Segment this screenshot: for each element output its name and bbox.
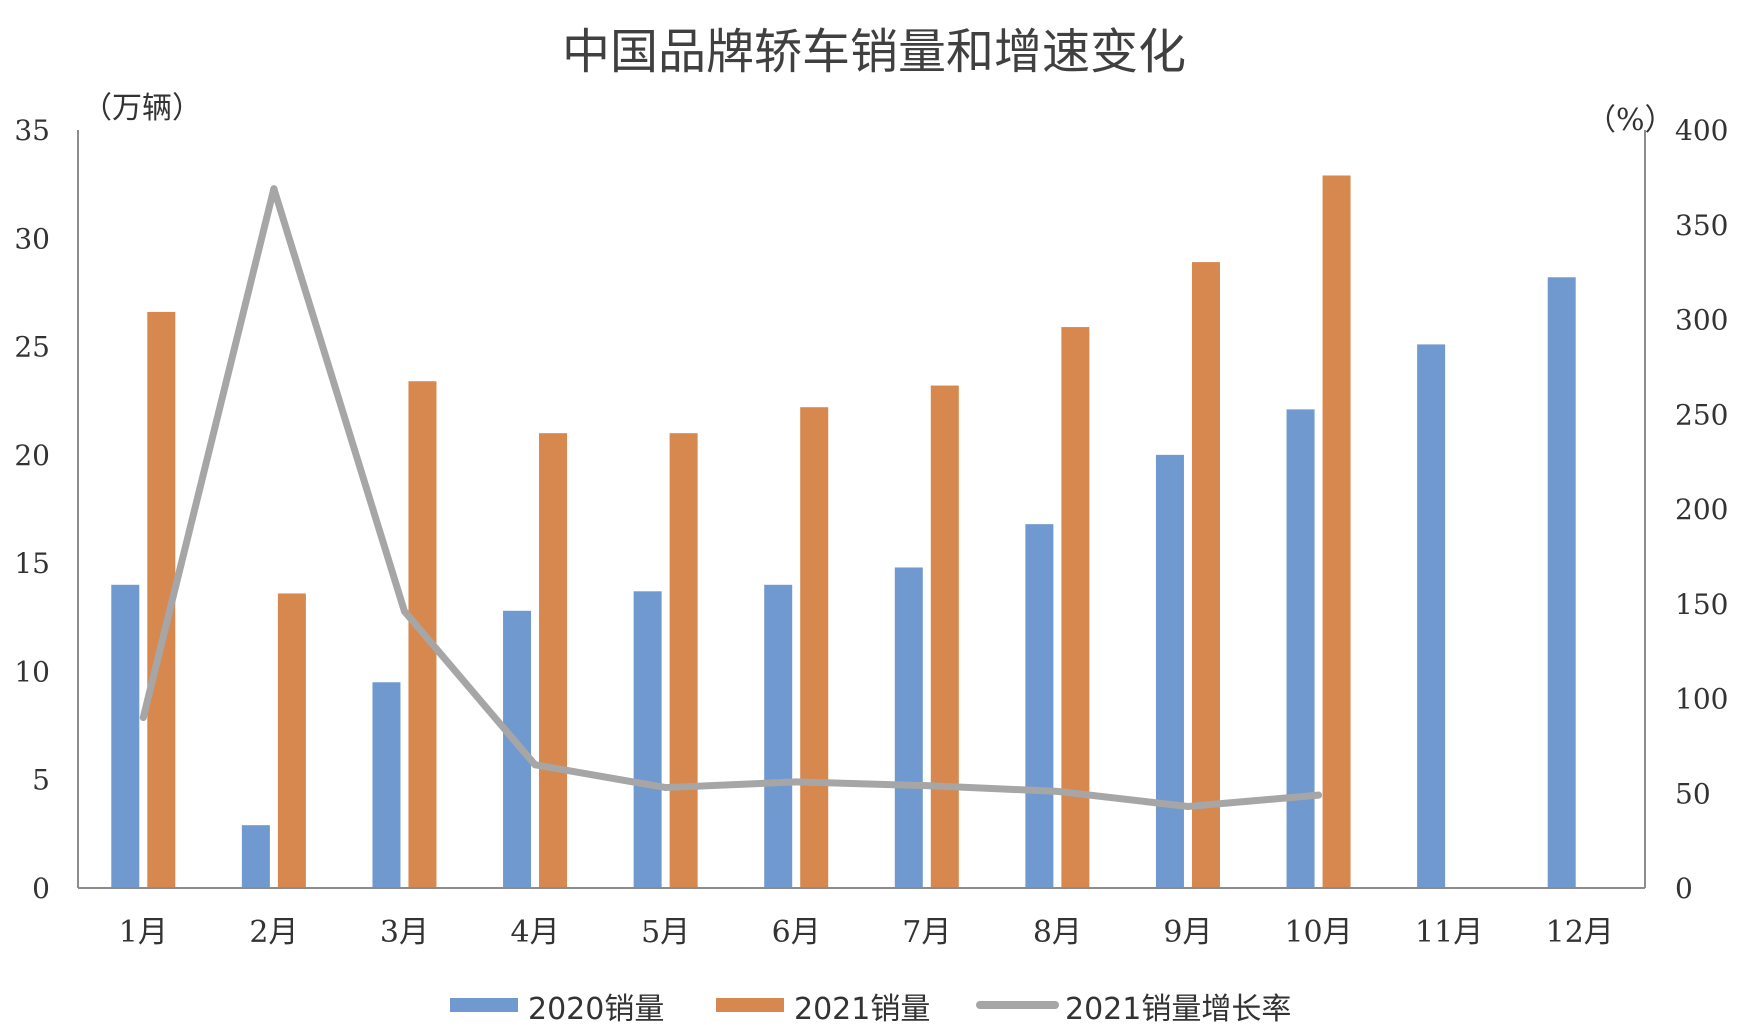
legend-swatch-2020 <box>450 998 518 1012</box>
right-tick-label: 400 <box>1675 114 1728 147</box>
growth-rate-point <box>1184 803 1192 811</box>
right-tick-label: 200 <box>1675 493 1728 526</box>
right-tick-label: 100 <box>1675 683 1728 716</box>
x-tick-label: 2月 <box>249 915 298 950</box>
growth-rate-point <box>400 607 408 615</box>
x-tick-label: 6月 <box>772 915 821 950</box>
bar-2020销量-2月 <box>241 825 270 888</box>
bar-2021销量-5月 <box>669 433 698 888</box>
left-tick-label: 0 <box>32 872 50 905</box>
growth-rate-point <box>923 782 931 790</box>
left-tick-label: 20 <box>14 439 50 472</box>
left-tick-label: 35 <box>14 114 50 147</box>
chart-legend: 2020销量 2021销量 2021销量增长率 <box>450 992 1291 1027</box>
growth-line-group <box>139 185 1323 811</box>
x-tick-label: 4月 <box>510 915 559 950</box>
bar-2021销量-8月 <box>1061 327 1090 889</box>
legend-label-2021: 2021销量 <box>794 992 930 1027</box>
bar-2020销量-8月 <box>1025 524 1054 888</box>
growth-rate-point <box>1053 787 1061 795</box>
x-tick-label: 11月 <box>1415 915 1483 950</box>
x-axis-ticks: 1月 2月 3月 4月 5月 6月 7月 8月 9月 10月 11月 12月 <box>119 915 1614 950</box>
right-tick-label: 0 <box>1675 872 1693 905</box>
left-tick-label: 25 <box>14 331 50 364</box>
growth-rate-point <box>1315 791 1323 799</box>
bar-2021销量-10月 <box>1322 175 1351 889</box>
bar-2021销量-9月 <box>1191 262 1220 888</box>
bar-2021销量-7月 <box>930 385 959 888</box>
x-tick-label: 7月 <box>902 915 951 950</box>
bar-2021销量-4月 <box>539 433 568 888</box>
bar-2021销量-2月 <box>277 593 306 888</box>
x-tick-label: 9月 <box>1163 915 1212 950</box>
right-axis-unit: （%） <box>1586 103 1675 138</box>
bar-2020销量-9月 <box>1155 454 1184 888</box>
growth-rate-point <box>531 761 539 769</box>
bar-2020销量-12月 <box>1547 277 1576 889</box>
bar-2020销量-11月 <box>1417 344 1446 888</box>
growth-rate-point <box>792 778 800 786</box>
x-tick-label: 5月 <box>641 915 690 950</box>
legend-swatch-2021 <box>716 998 784 1012</box>
growth-rate-point <box>270 185 278 193</box>
bar-2020销量-7月 <box>894 567 923 888</box>
x-tick-label: 12月 <box>1546 915 1614 950</box>
bar-2021销量-6月 <box>800 407 829 888</box>
right-tick-label: 250 <box>1675 398 1728 431</box>
growth-rate-line <box>139 185 1323 811</box>
left-tick-label: 30 <box>14 222 50 255</box>
bar-series-group <box>111 175 1576 889</box>
bar-2020销量-10月 <box>1286 409 1315 888</box>
right-tick-label: 350 <box>1675 209 1728 242</box>
left-tick-label: 15 <box>14 547 50 580</box>
x-tick-label: 3月 <box>380 915 429 950</box>
growth-rate-point <box>662 784 670 792</box>
chart-title: 中国品牌轿车销量和增速变化 <box>562 24 1186 80</box>
x-tick-label: 8月 <box>1033 915 1082 950</box>
right-axis-ticks: 0 50 100 150 200 250 300 350 400 <box>1675 114 1728 905</box>
left-tick-label: 5 <box>32 764 50 797</box>
right-tick-label: 150 <box>1675 588 1728 621</box>
right-tick-label: 50 <box>1675 777 1711 810</box>
left-tick-label: 10 <box>14 655 50 688</box>
legend-label-growth: 2021销量增长率 <box>1065 992 1291 1027</box>
legend-label-2020: 2020销量 <box>528 992 664 1027</box>
bar-2020销量-1月 <box>111 584 140 888</box>
left-axis-unit: （万辆） <box>82 91 202 126</box>
bar-2020销量-4月 <box>503 610 532 888</box>
bar-2020销量-5月 <box>633 591 662 888</box>
bar-2020销量-6月 <box>764 584 793 888</box>
growth-rate-point <box>139 713 147 721</box>
right-tick-label: 300 <box>1675 304 1728 337</box>
x-tick-label: 1月 <box>119 915 168 950</box>
left-axis-ticks: 0 5 10 15 20 25 30 35 <box>14 114 50 905</box>
x-tick-label: 10月 <box>1284 915 1352 950</box>
bar-2020销量-3月 <box>372 682 401 888</box>
